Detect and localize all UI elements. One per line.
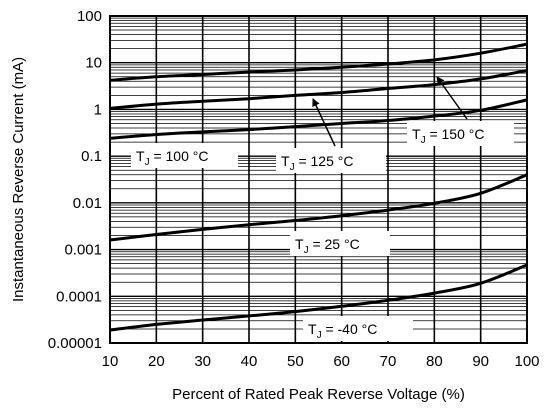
annotation-text: TJ = 125 °C — [281, 153, 353, 173]
series-layer — [109, 42, 528, 332]
y-tick-label: 0.01 — [73, 195, 102, 212]
annotation-label: TJ = 25 °C — [290, 231, 390, 256]
x-axis-label: Percent of Rated Peak Reverse Voltage (%… — [172, 386, 465, 403]
annotation-box — [276, 148, 386, 173]
x-tick-label: 60 — [333, 353, 350, 370]
annotation-box — [131, 143, 238, 168]
y-axis-label: Instantaneous Reverse Current (mA) — [10, 57, 27, 302]
x-tick-label: 70 — [380, 353, 397, 370]
annotation-text: TJ = 100 °C — [136, 148, 208, 168]
x-tick-label: 100 — [514, 353, 539, 370]
annotation-label: TJ = 125 °C — [276, 98, 386, 173]
annotation-box — [303, 316, 413, 341]
x-tick-label: 90 — [472, 353, 489, 370]
annotation-layer: TJ = 150 °C TJ = 125 °C TJ = 100 °C TJ = 25… — [131, 76, 514, 341]
x-tick-label: 30 — [194, 353, 211, 370]
annotation-text: TJ = 25 °C — [295, 236, 360, 256]
series-line-3 — [109, 173, 528, 242]
annotation-box — [407, 121, 514, 146]
annotation-text: TJ = 150 °C — [412, 126, 484, 146]
y-tick-label: 100 — [77, 8, 102, 25]
series-line-0 — [109, 42, 528, 82]
annotation-arrow — [436, 76, 468, 120]
y-tick-label: 0.00001 — [48, 335, 102, 352]
y-tick-label: 0.001 — [64, 242, 102, 259]
x-tick-label: 20 — [148, 353, 165, 370]
plot-frame — [109, 15, 528, 344]
annotation-label: TJ = 100 °C — [131, 143, 238, 168]
x-tick-label: 40 — [241, 353, 258, 370]
y-tick-label: 0.1 — [81, 148, 102, 165]
x-tick-label: 10 — [102, 353, 119, 370]
y-tick-label: 10 — [85, 55, 102, 72]
annotation-label: TJ = -40 °C — [303, 316, 413, 341]
x-axis-ticks: 10 20 30 40 50 60 70 80 90 100 — [102, 353, 540, 370]
x-tick-label: 80 — [426, 353, 443, 370]
annotation-label: TJ = 150 °C — [407, 76, 514, 146]
annotation-arrow — [312, 98, 336, 147]
series-line-2 — [109, 98, 528, 140]
series-line-1 — [109, 69, 528, 110]
series-line-4 — [109, 263, 528, 332]
grid — [110, 16, 527, 343]
y-axis-ticks: 0.00001 0.0001 0.001 0.01 0.1 1 10 100 — [48, 8, 102, 352]
y-tick-label: 1 — [94, 101, 102, 118]
y-tick-label: 0.0001 — [56, 288, 102, 305]
x-tick-label: 50 — [287, 353, 304, 370]
annotation-box — [290, 231, 390, 256]
annotation-text: TJ = -40 °C — [308, 321, 377, 341]
